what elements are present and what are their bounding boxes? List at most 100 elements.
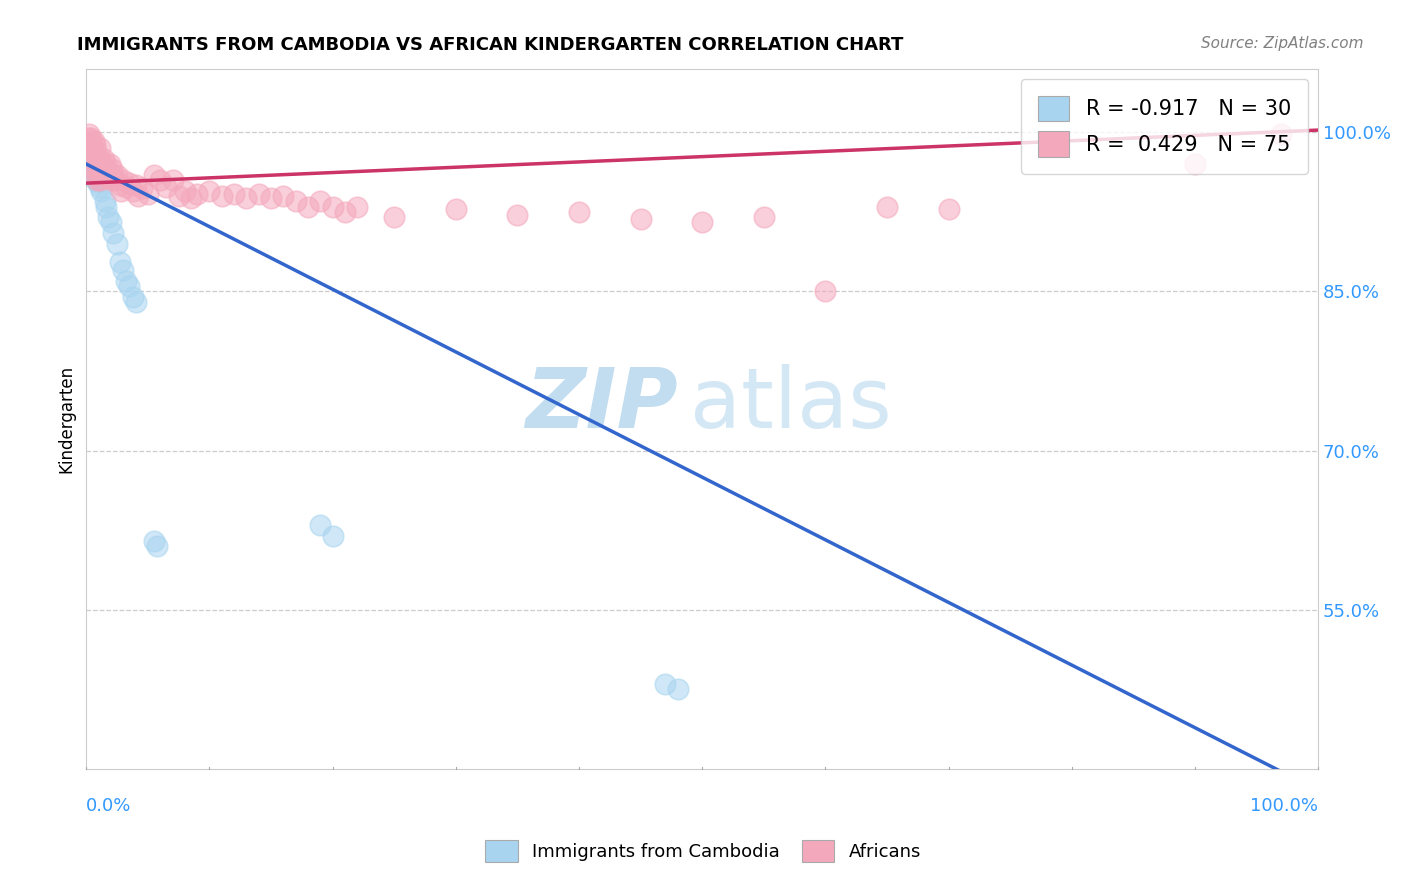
Point	[149, 173, 172, 187]
Point	[124, 295, 146, 310]
Point	[97, 210, 120, 224]
Point	[131, 181, 153, 195]
Point	[690, 215, 713, 229]
Point	[100, 215, 122, 229]
Point	[444, 202, 467, 216]
Point	[112, 173, 135, 187]
Point	[105, 168, 128, 182]
Point	[77, 136, 100, 150]
Point	[235, 191, 257, 205]
Point	[118, 176, 141, 190]
Point	[87, 173, 110, 187]
Point	[86, 173, 108, 187]
Point	[101, 162, 124, 177]
Legend: Immigrants from Cambodia, Africans: Immigrants from Cambodia, Africans	[478, 833, 928, 870]
Point	[247, 186, 270, 201]
Text: atlas: atlas	[690, 364, 891, 445]
Point	[103, 168, 125, 182]
Text: ZIP: ZIP	[524, 364, 678, 445]
Point	[90, 155, 112, 169]
Point	[382, 210, 405, 224]
Point	[94, 157, 117, 171]
Point	[938, 202, 960, 216]
Point	[1184, 157, 1206, 171]
Point	[112, 263, 135, 277]
Point	[84, 168, 107, 182]
Point	[89, 173, 111, 187]
Point	[666, 682, 689, 697]
Point	[83, 134, 105, 148]
Point	[309, 518, 332, 533]
Point	[87, 152, 110, 166]
Point	[1270, 128, 1292, 142]
Point	[93, 152, 115, 166]
Point	[260, 191, 283, 205]
Point	[94, 162, 117, 177]
Point	[91, 168, 114, 182]
Point	[110, 184, 132, 198]
Point	[82, 162, 104, 177]
Point	[87, 162, 110, 177]
Point	[630, 212, 652, 227]
Point	[162, 173, 184, 187]
Point	[91, 159, 114, 173]
Point	[86, 175, 108, 189]
Point	[211, 189, 233, 203]
Point	[84, 168, 107, 182]
Point	[173, 184, 195, 198]
Point	[198, 184, 221, 198]
Point	[84, 173, 107, 187]
Point	[186, 186, 208, 201]
Point	[96, 165, 118, 179]
Point	[136, 186, 159, 201]
Point	[346, 200, 368, 214]
Y-axis label: Kindergarten: Kindergarten	[58, 365, 75, 473]
Point	[84, 162, 107, 177]
Point	[155, 180, 177, 194]
Point	[90, 168, 112, 182]
Point	[114, 180, 136, 194]
Point	[97, 169, 120, 184]
Point	[89, 180, 111, 194]
Point	[568, 204, 591, 219]
Text: 0.0%: 0.0%	[86, 797, 132, 815]
Text: Source: ZipAtlas.com: Source: ZipAtlas.com	[1201, 36, 1364, 51]
Point	[224, 186, 246, 201]
Point	[108, 178, 131, 193]
Point	[86, 148, 108, 162]
Point	[333, 204, 356, 219]
Point	[814, 285, 837, 299]
Point	[309, 194, 332, 209]
Point	[94, 200, 117, 214]
Point	[124, 178, 146, 193]
Point	[80, 157, 103, 171]
Legend: R = -0.917   N = 30, R =  0.429   N = 75: R = -0.917 N = 30, R = 0.429 N = 75	[1021, 78, 1308, 174]
Point	[297, 200, 319, 214]
Point	[80, 130, 103, 145]
Text: IMMIGRANTS FROM CAMBODIA VS AFRICAN KINDERGARTEN CORRELATION CHART: IMMIGRANTS FROM CAMBODIA VS AFRICAN KIND…	[77, 36, 904, 54]
Point	[322, 200, 344, 214]
Point	[83, 165, 105, 179]
Point	[94, 194, 117, 209]
Point	[752, 210, 775, 224]
Point	[122, 184, 145, 198]
Point	[105, 236, 128, 251]
Point	[114, 274, 136, 288]
Point	[76, 130, 98, 145]
Point	[654, 677, 676, 691]
Text: 100.0%: 100.0%	[1250, 797, 1319, 815]
Point	[98, 157, 121, 171]
Point	[506, 208, 529, 222]
Point	[89, 141, 111, 155]
Point	[273, 189, 295, 203]
Point	[127, 189, 149, 203]
Point	[79, 136, 101, 150]
Point	[79, 152, 101, 166]
Point	[284, 194, 307, 209]
Point	[167, 189, 190, 203]
Point	[145, 539, 167, 553]
Point	[82, 141, 104, 155]
Point	[84, 137, 107, 152]
Point	[82, 152, 104, 166]
Point	[876, 200, 898, 214]
